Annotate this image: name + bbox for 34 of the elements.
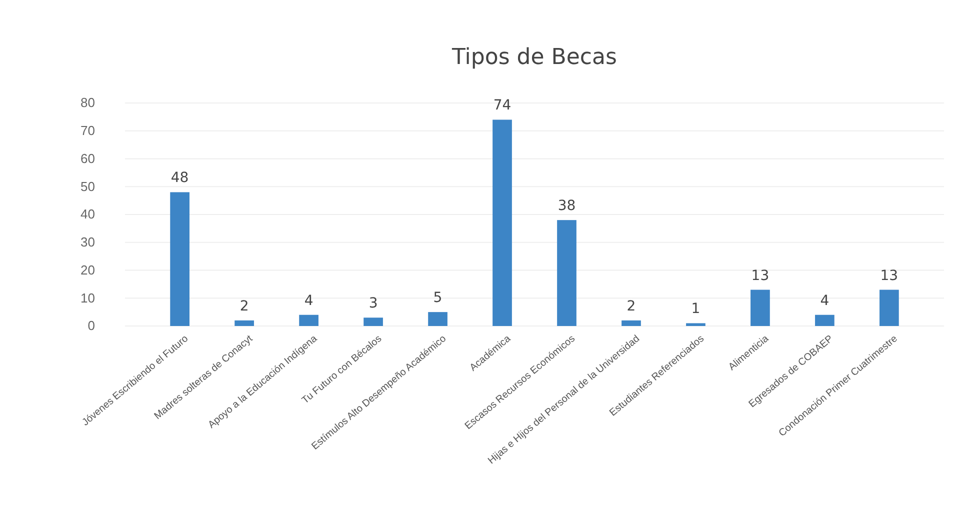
data-label: 2 [626, 298, 636, 314]
y-tick-label: 70 [80, 123, 95, 138]
data-label: 4 [820, 292, 830, 309]
bar [170, 192, 190, 326]
data-label: 1 [691, 301, 700, 318]
data-label: 74 [493, 98, 512, 114]
data-label: 5 [433, 290, 442, 306]
bar [750, 290, 770, 326]
y-tick-label: 30 [80, 234, 95, 250]
bar [880, 290, 899, 326]
y-tick-label: 20 [80, 262, 95, 278]
bar [299, 314, 318, 326]
y-tick-label: 50 [80, 178, 95, 194]
data-label: 4 [304, 292, 314, 309]
bar [428, 312, 448, 326]
bar [557, 220, 576, 326]
data-label: 13 [751, 268, 770, 284]
y-tick-label: 40 [80, 206, 95, 222]
bar [234, 320, 254, 326]
data-label: 13 [880, 268, 898, 284]
bar [364, 318, 383, 326]
data-label: 38 [558, 198, 576, 214]
bar [492, 120, 512, 326]
y-tick-label: 80 [80, 95, 95, 110]
bar [686, 323, 706, 326]
y-tick-label: 10 [80, 290, 95, 306]
chart-title: Tipos de Becas [451, 45, 617, 70]
data-label: 3 [368, 296, 378, 312]
y-tick-label: 60 [80, 150, 95, 166]
bar [815, 314, 834, 326]
data-label: 48 [170, 170, 189, 186]
y-tick-label: 0 [88, 318, 95, 334]
bar [622, 320, 641, 326]
data-label: 2 [240, 298, 249, 314]
